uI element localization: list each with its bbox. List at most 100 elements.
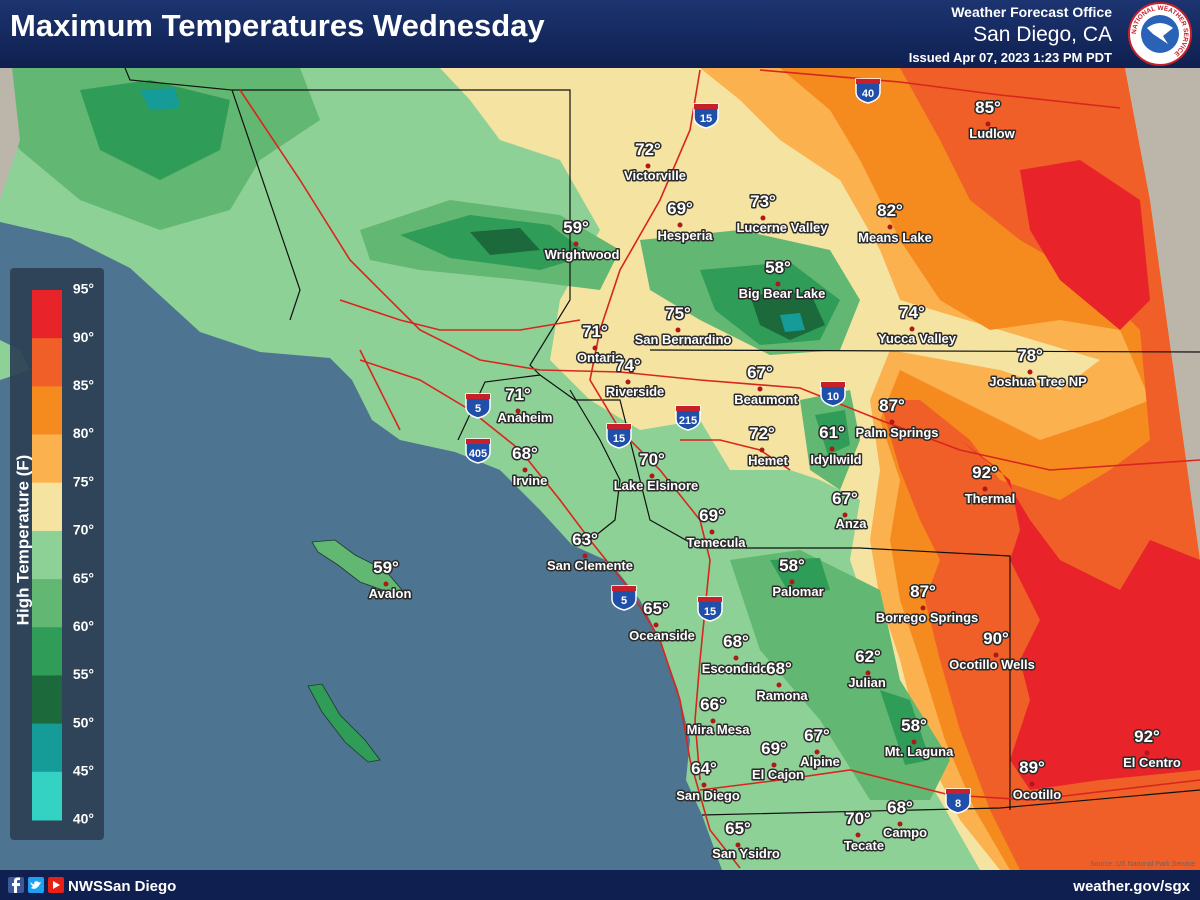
shield-top: [694, 104, 718, 109]
zone-90-95: [1020, 160, 1150, 330]
legend: High Temperature (F) 95° 90° 85° 80° 75° 70° 6…: [10, 268, 104, 840]
shield-top: [946, 789, 970, 794]
city-dot: [775, 281, 781, 287]
shield: [675, 405, 701, 431]
legend-band: [32, 338, 62, 387]
road: [339, 299, 581, 331]
city-dot: [911, 739, 917, 745]
shield-top: [821, 382, 845, 387]
city-name: Beaumont: [734, 392, 798, 407]
terrain: [0, 68, 20, 200]
city-dot: [776, 682, 782, 688]
city-dot: [625, 379, 631, 385]
shield-number: 5: [475, 403, 481, 415]
county-line: [539, 374, 1011, 810]
zone-45-50: [780, 313, 805, 332]
city-dot: [814, 749, 820, 755]
nws-logo: NATIONAL WEATHER SERVICE: [1128, 2, 1192, 66]
city-dot: [1029, 781, 1035, 787]
shield: [465, 438, 491, 464]
road: [359, 349, 401, 431]
legend-label: 50°: [73, 714, 94, 730]
city-temp: 58°: [901, 716, 927, 735]
city-dot: [592, 345, 598, 351]
source: Source: US National Park Service: [1090, 861, 1195, 868]
city-temp: 61°: [819, 423, 845, 442]
city-name: Wrightwood: [545, 247, 620, 262]
facebook-glyph: [12, 877, 20, 893]
shield-number: 10: [827, 391, 839, 403]
city-name: Oceanside: [629, 628, 695, 643]
city-dot: [675, 327, 681, 333]
city-temp: 87°: [910, 582, 936, 601]
shield-number: 15: [700, 113, 712, 125]
city-name: Alpine: [800, 754, 840, 769]
shield-number: 8: [955, 798, 961, 810]
city-dot: [982, 486, 988, 492]
legend-label: 40°: [73, 811, 94, 827]
city-dot: [653, 622, 659, 628]
legend-band: [32, 579, 62, 628]
city-dot: [771, 762, 777, 768]
city-name: San Diego: [676, 788, 740, 803]
city-name: Hesperia: [658, 228, 714, 243]
city-dot: [789, 579, 795, 585]
city-temp: 58°: [765, 258, 791, 277]
city-name: Borrego Springs: [876, 610, 979, 625]
city-temp: 92°: [1134, 727, 1160, 746]
border: [701, 789, 1200, 816]
city-name: Ludlow: [969, 126, 1015, 141]
city-name: Ocotillo: [1013, 787, 1061, 802]
city-name: Julian: [848, 675, 886, 690]
shield-top: [466, 394, 490, 399]
city-name: Avalon: [369, 586, 412, 601]
city-temp: 74°: [899, 303, 925, 322]
shield-number: 405: [469, 448, 487, 460]
shield-number: 40: [862, 88, 874, 100]
city-temp: 64°: [691, 759, 717, 778]
legend-label: 85°: [73, 377, 94, 393]
city-temp: 92°: [972, 463, 998, 482]
city-name: El Cajon: [752, 767, 804, 782]
city-name: Campo: [883, 825, 927, 840]
zone-55-60: [80, 80, 230, 180]
city-temp: 67°: [747, 363, 773, 382]
city-name: Anaheim: [498, 410, 553, 425]
city-dot: [735, 842, 741, 848]
city-temp: 71°: [505, 385, 531, 404]
city-dot: [582, 553, 588, 559]
twitter-glyph: [30, 881, 41, 889]
city-temp: 62°: [855, 647, 881, 666]
city-name: Temecula: [686, 535, 746, 550]
legend-band: [32, 482, 62, 532]
city-name: Anza: [835, 516, 867, 531]
location: San Diego, CA: [973, 23, 1112, 46]
legend-label: 60°: [73, 618, 94, 634]
city-temp: 67°: [832, 489, 858, 508]
city-dot: [985, 121, 991, 127]
city-name: Ontario: [577, 350, 623, 365]
shield-number: 15: [613, 433, 625, 445]
city-temp: 70°: [639, 450, 665, 469]
header-bar: [0, 0, 1200, 68]
legend-band: [32, 386, 62, 436]
city-temp: 69°: [667, 199, 693, 218]
logo-bird: [1147, 23, 1173, 44]
social-handle: NWSSan Diego: [68, 878, 176, 895]
city-name: San Bernardino: [635, 332, 732, 347]
shield: [820, 381, 846, 407]
legend-label: 70°: [73, 522, 94, 538]
zone-45-50: [140, 88, 180, 110]
city-name: Irvine: [513, 473, 548, 488]
city-name: San Clemente: [547, 558, 633, 573]
road: [680, 439, 791, 471]
city-name: Idyllwild: [810, 452, 861, 467]
road: [239, 89, 1200, 471]
city-dot: [920, 605, 926, 611]
city-name: Riverside: [606, 384, 665, 399]
legend-band: [32, 771, 62, 821]
county-lines: [124, 67, 1200, 816]
island: [307, 683, 381, 763]
city-dot: [1027, 369, 1033, 375]
city-dot: [733, 655, 739, 661]
